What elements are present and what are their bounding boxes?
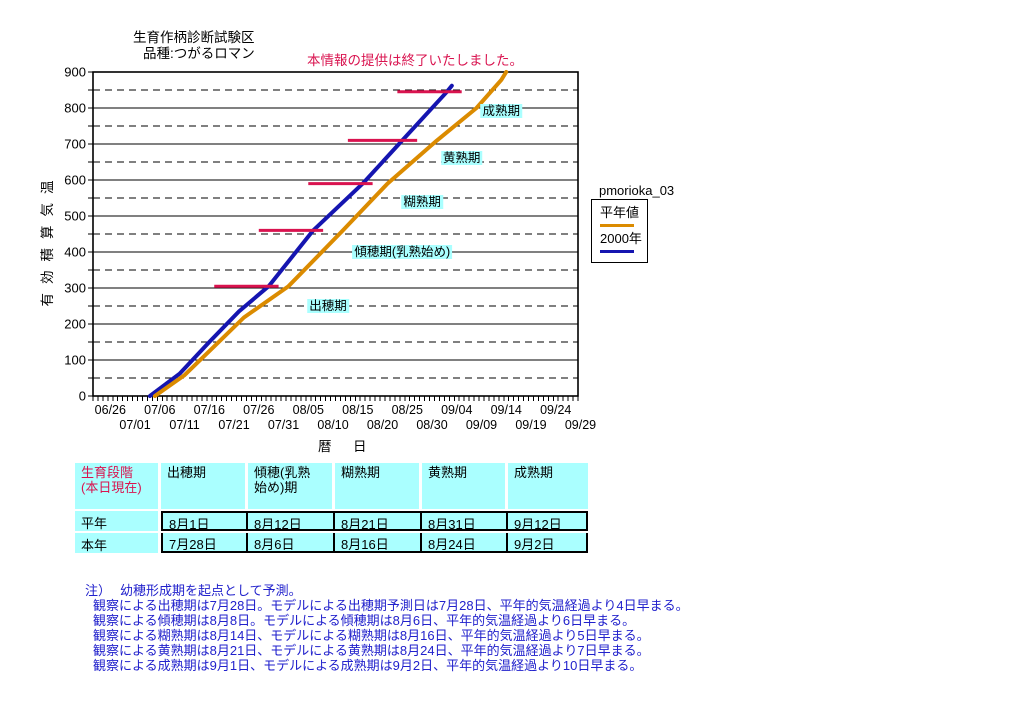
- series-line-2000: [147, 83, 454, 398]
- note-line: 観察による出穂期は7月28日。モデルによる出穂期予測日は7月28日、平年的気温経…: [93, 598, 689, 613]
- gridlines: [93, 89, 578, 379]
- svg-text:700: 700: [64, 137, 86, 152]
- legend-box: 平年値 2000年: [591, 199, 648, 263]
- stage-label-dough-ripe: 糊熟期: [401, 194, 443, 209]
- svg-text:500: 500: [64, 209, 86, 224]
- svg-text:07/06: 07/06: [144, 403, 175, 417]
- legend-label: 2000年: [600, 231, 642, 246]
- svg-text:09/19: 09/19: [515, 418, 546, 432]
- svg-text:07/21: 07/21: [218, 418, 249, 432]
- note-line: 観察による傾穂期は8月8日。モデルによる傾穂期は8月6日、平年的気温経過より6日…: [93, 613, 636, 628]
- svg-text:08/25: 08/25: [392, 403, 423, 417]
- svg-text:07/31: 07/31: [268, 418, 299, 432]
- legend-title: pmorioka_03: [599, 183, 675, 198]
- svg-text:08/10: 08/10: [317, 418, 348, 432]
- svg-text:600: 600: [64, 173, 86, 188]
- svg-text:900: 900: [64, 65, 86, 80]
- svg-text:09/24: 09/24: [540, 403, 571, 417]
- stage-threshold-segments: [214, 90, 462, 288]
- table-header-full-ripe: 成熟期: [508, 463, 588, 509]
- table-row-this-year: 本年 7月28日 8月6日 8月16日 8月24日 9月2日: [75, 533, 591, 553]
- table-cell: 8月24日: [422, 533, 508, 553]
- table-cell: 8月16日: [335, 533, 422, 553]
- table-cell: 9月2日: [508, 533, 588, 553]
- service-ended-notice: 本情報の提供は終了いたしました。: [307, 53, 523, 68]
- stage-label-heading: 出穂期: [307, 299, 349, 313]
- table-cell: 8月21日: [335, 511, 422, 532]
- note-prefix: 注）: [85, 583, 112, 598]
- row-label: 平年: [75, 511, 158, 531]
- table-header-dough-ripe: 糊熟期: [335, 463, 419, 509]
- table-header-milk-ripe: 傾穂(乳熟 始め)期: [248, 463, 332, 509]
- y-tick-labels: 0 100 200 300 400 500 600 700 800 900: [64, 65, 86, 404]
- stage-label-yellow-ripe: 黄熟期: [440, 151, 483, 166]
- svg-text:09/29: 09/29: [565, 418, 596, 432]
- svg-text:07/26: 07/26: [243, 403, 274, 417]
- svg-text:300: 300: [64, 281, 86, 296]
- row-label: 本年: [75, 533, 158, 553]
- note-line: 注） 幼穂形成期を起点として予測。: [85, 583, 302, 598]
- svg-text:09/14: 09/14: [491, 403, 522, 417]
- y-axis-title: 有効積算気温: [40, 171, 55, 307]
- svg-text:0: 0: [79, 389, 86, 404]
- svg-text:08/30: 08/30: [416, 418, 447, 432]
- stage-label-milk-ripe: 傾穂期(乳熟始め): [352, 245, 453, 259]
- svg-text:08/15: 08/15: [342, 403, 373, 417]
- svg-text:09/09: 09/09: [466, 418, 497, 432]
- svg-text:800: 800: [64, 101, 86, 116]
- note-line: 観察による糊熟期は8月14日、モデルによる糊熟期は8月16日、平年的気温経過より…: [93, 628, 650, 643]
- table-header-yellow-ripe: 黄熟期: [422, 463, 505, 509]
- table-header-row: 生育段階 (本日現在) 出穂期 傾穂(乳熟 始め)期 糊熟期 黄熟期 成熟期: [75, 463, 591, 509]
- table-header-stage: 生育段階 (本日現在): [75, 463, 158, 509]
- svg-text:08/05: 08/05: [293, 403, 324, 417]
- svg-text:200: 200: [64, 317, 86, 332]
- chart-title-line2: 品種:つがるロマン: [143, 46, 255, 61]
- table-cell: 8月6日: [248, 533, 335, 553]
- table-row-normal-year: 平年 8月1日 8月12日 8月21日 8月31日 9月12日: [75, 511, 591, 532]
- note-line: 観察による成熟期は9月1日、モデルによる成熟期は9月2日、平年的気温経過より10…: [93, 658, 643, 673]
- legend-line-swatch: [600, 250, 634, 253]
- table-cell: 9月12日: [508, 511, 588, 532]
- svg-text:400: 400: [64, 245, 86, 260]
- legend-item-normal-year: 平年値: [600, 205, 647, 227]
- table-cell: 8月12日: [248, 511, 335, 532]
- legend-line-swatch: [600, 224, 634, 227]
- table-cell: 8月31日: [422, 511, 508, 532]
- svg-text:07/11: 07/11: [169, 418, 199, 432]
- table-header-heading: 出穂期: [161, 463, 245, 509]
- table-cell: 7月28日: [161, 533, 248, 553]
- chart-title-line1: 生育作柄診断試験区: [133, 30, 255, 45]
- x-tick-labels: 06/26 07/06 07/16 07/26 08/05 08/15 08/25 09/04…: [95, 403, 596, 432]
- legend-item-2000: 2000年: [600, 231, 647, 253]
- growth-stage-table: 生育段階 (本日現在) 出穂期 傾穂(乳熟 始め)期 糊熟期 黄熟期 成熟期: [75, 463, 591, 553]
- y-axis-ticks: [88, 71, 93, 397]
- legend-label: 平年値: [600, 205, 640, 220]
- svg-text:09/04: 09/04: [441, 403, 472, 417]
- svg-text:07/16: 07/16: [194, 403, 225, 417]
- notes: 注） 幼穂形成期を起点として予測。 観察による出穂期は7月28日。モデルによる出…: [85, 583, 689, 673]
- x-axis-ticks: [92, 396, 579, 401]
- svg-text:08/20: 08/20: [367, 418, 398, 432]
- x-axis-title: 暦 日: [318, 439, 371, 454]
- table-cell: 8月1日: [161, 511, 248, 532]
- note-line: 観察による黄熟期は8月21日、モデルによる黄熟期は8月24日、平年的気温経過より…: [93, 643, 650, 658]
- svg-text:07/01: 07/01: [119, 418, 150, 432]
- svg-text:100: 100: [64, 353, 86, 368]
- series-line-normal-year: [152, 70, 509, 398]
- stage-label-full-ripe: 成熟期: [480, 103, 523, 118]
- svg-text:06/26: 06/26: [95, 403, 126, 417]
